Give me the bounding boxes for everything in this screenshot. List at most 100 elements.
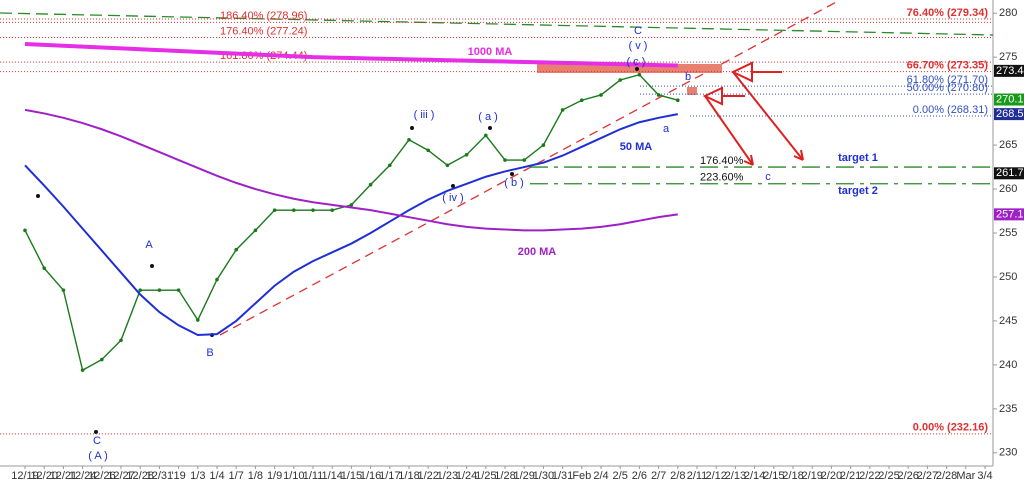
y-tick-label: 230	[999, 447, 1017, 459]
x-tick-label: 2/22	[859, 470, 880, 482]
x-tick-label: 2/7	[651, 470, 666, 482]
x-tick-label: 2/13	[725, 470, 746, 482]
price-point	[445, 163, 450, 168]
x-tick-label: 12/26	[88, 470, 116, 482]
x-tick-label: 1/15	[341, 470, 362, 482]
price-point	[61, 288, 66, 292]
y-tick-label: 260	[999, 183, 1017, 195]
level-label: 50.00% (270.80)	[907, 82, 988, 94]
x-tick-label: 2/15	[763, 470, 784, 482]
price-point	[234, 247, 238, 252]
y-tick-label: 235	[999, 403, 1017, 415]
x-tick-label: 1/10	[283, 470, 304, 482]
x-tick-label: 1/16	[360, 470, 381, 482]
series-label: 200 MA	[518, 246, 557, 258]
price-point	[215, 277, 219, 282]
x-tick-label: 2/21	[840, 470, 861, 482]
resistance-zone	[687, 87, 697, 95]
wave-label: ( b )	[504, 177, 524, 189]
x-tick-label: 12/21	[50, 470, 78, 482]
price-point	[23, 228, 27, 233]
x-tick-label: 1/29	[513, 470, 534, 482]
price-point	[196, 318, 200, 322]
x-tick-label: 12/19	[11, 470, 39, 482]
price-tag	[994, 93, 1024, 106]
level-label: 0.00% (268.31)	[913, 104, 988, 116]
price-point	[100, 357, 104, 362]
price-point	[484, 133, 488, 138]
x-tick-label: 2/11	[687, 470, 708, 482]
level-label: 0.00% (232.16)	[913, 422, 989, 434]
price-point	[580, 98, 584, 103]
price-point	[618, 78, 622, 82]
y-tick-label: 280	[999, 7, 1017, 19]
price-point	[80, 368, 85, 372]
price-point	[541, 143, 546, 147]
price-tag-label: 261.79	[996, 167, 1024, 179]
price-point	[676, 98, 680, 103]
y-tick-label: 275	[999, 51, 1017, 63]
price-tag	[994, 167, 1024, 180]
x-tick-label: 2/25	[878, 470, 899, 482]
x-tick-label: 2/26	[897, 470, 918, 482]
price-tag	[994, 208, 1024, 221]
x-tick-label: 1/23	[437, 470, 458, 482]
wave-label: ( A )	[88, 450, 108, 462]
x-tick-label: 1/11	[303, 470, 324, 482]
x-tick-label: 1/25	[475, 470, 496, 482]
x-tick-label: 12/27	[107, 470, 135, 482]
series-label: 50 MA	[620, 141, 652, 153]
wave-label: c	[765, 171, 771, 183]
price-point	[464, 152, 469, 157]
x-tick-label: 1/24	[456, 470, 477, 482]
x-tick-label: 1/17	[379, 470, 400, 482]
x-tick-label: 2/4	[593, 470, 608, 482]
y-tick-label: 255	[999, 227, 1017, 239]
x-tick-label: 1/28	[494, 470, 515, 482]
x-tick-label: 1/7	[229, 470, 244, 482]
level-label: 76.40% (279.34)	[907, 7, 989, 19]
price-point	[656, 93, 661, 97]
wave-label: C	[93, 435, 101, 447]
wave-label: target 2	[838, 185, 878, 197]
x-tick-label: 1/3	[190, 470, 205, 482]
x-tick-label: 1/31	[552, 470, 573, 482]
level-label: 223.60%	[700, 172, 744, 184]
wave-label: C	[634, 25, 642, 37]
price-point	[272, 208, 277, 212]
price-point	[138, 288, 142, 292]
x-tick-label: 1/9	[267, 470, 282, 482]
x-tick-label: 1/22	[417, 470, 438, 482]
price-point	[349, 203, 354, 207]
x-tick-label: 2/18	[782, 470, 803, 482]
x-tick-label: 12/28	[126, 470, 154, 482]
price-point	[253, 228, 258, 233]
x-tick-label: 12/24	[69, 470, 97, 482]
x-tick-label: 2/28	[936, 470, 957, 482]
x-tick-label: 1/4	[209, 470, 224, 482]
price-tag-label: 268.52	[996, 108, 1024, 120]
x-tick-label: Mar	[956, 470, 975, 482]
x-tick-label: 12/20	[30, 470, 58, 482]
level-label: 66.70% (273.35)	[907, 60, 989, 72]
x-tick-label: 12/31	[146, 470, 174, 482]
price-tag-label: 270.18	[996, 93, 1024, 105]
x-tick-label: 2/20	[821, 470, 842, 482]
price-point	[407, 138, 411, 142]
y-tick-label: 265	[999, 139, 1017, 151]
price-point	[560, 108, 565, 112]
price-point	[292, 208, 296, 212]
price-point	[599, 93, 603, 97]
x-tick-label: 1/30	[533, 470, 554, 482]
x-tick-label: 2/27	[917, 470, 938, 482]
x-tick-label: 2/8	[670, 470, 685, 482]
price-point	[368, 182, 373, 187]
series-line	[24, 108, 678, 232]
price-point	[119, 338, 123, 343]
wave-label: target 1	[838, 152, 878, 164]
x-tick-label: 1/14	[321, 470, 342, 482]
price-point	[330, 208, 335, 212]
price-point	[503, 158, 507, 162]
price-point	[388, 163, 392, 168]
